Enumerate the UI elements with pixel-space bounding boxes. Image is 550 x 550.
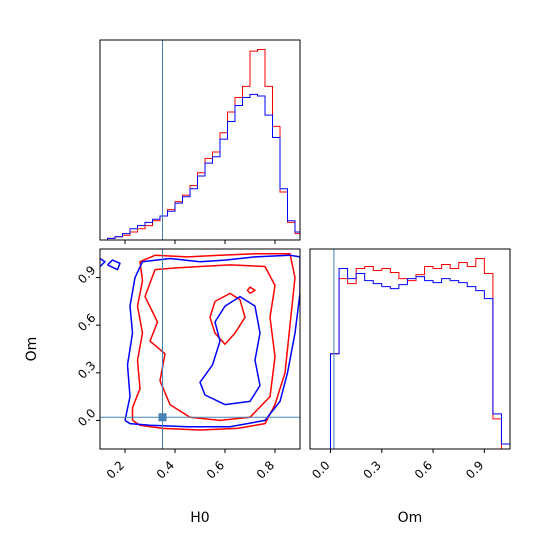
x-axis-label-om: Om <box>398 510 423 526</box>
contour-series-1-level-1 <box>199 295 261 406</box>
contour-xtick-label-3: 0.8 <box>254 458 277 481</box>
contour-series-0-level-2 <box>209 292 246 345</box>
om-histogram-panel: 0.0 0.3 0.6 0.9 Om <box>309 248 511 526</box>
h0-histogram-series-1 <box>100 93 300 240</box>
x-axis-label-h0: H0 <box>190 510 209 526</box>
om-hist-xtick-label-1: 0.3 <box>361 458 384 481</box>
contour-ytick-label-2: 0.6 <box>75 311 98 334</box>
contour-frame <box>99 248 301 450</box>
h0-histogram-panel <box>99 39 301 244</box>
contour-ytick-label-1: 0.3 <box>75 358 98 381</box>
y-axis-label-om: Om <box>24 337 40 362</box>
contour-series-1-level-2 <box>106 259 121 271</box>
h0-histogram-frame <box>99 39 301 241</box>
contour-xtick-label-2: 0.6 <box>204 458 227 481</box>
om-hist-xtick-label-3: 0.9 <box>463 458 486 481</box>
contour-series-0-level-3 <box>246 286 256 295</box>
contour-xtick-label-0: 0.2 <box>104 458 127 481</box>
om-histogram-frame <box>309 248 511 450</box>
truth-marker <box>158 413 167 422</box>
om-hist-xtick-label-2: 0.6 <box>412 458 435 481</box>
om-hist-xtick-label-0: 0.0 <box>309 458 332 481</box>
om-histogram-series-1 <box>313 268 510 449</box>
contour-xtick-label-1: 0.4 <box>154 458 177 481</box>
contour-series-1-level-0 <box>124 254 300 428</box>
om-histogram-series-0 <box>313 258 510 449</box>
h0-om-contour-panel: 0.2 0.4 0.6 0.8 0.0 0.3 0.6 0.9 H0 Om <box>24 248 301 526</box>
contour-series-1-level-3 <box>100 257 106 268</box>
contour-series-0-level-0 <box>131 253 296 431</box>
contour-ytick-label-3: 0.9 <box>75 263 98 286</box>
h0-histogram-series-0 <box>100 49 300 240</box>
contour-ytick-label-0: 0.0 <box>75 406 98 429</box>
